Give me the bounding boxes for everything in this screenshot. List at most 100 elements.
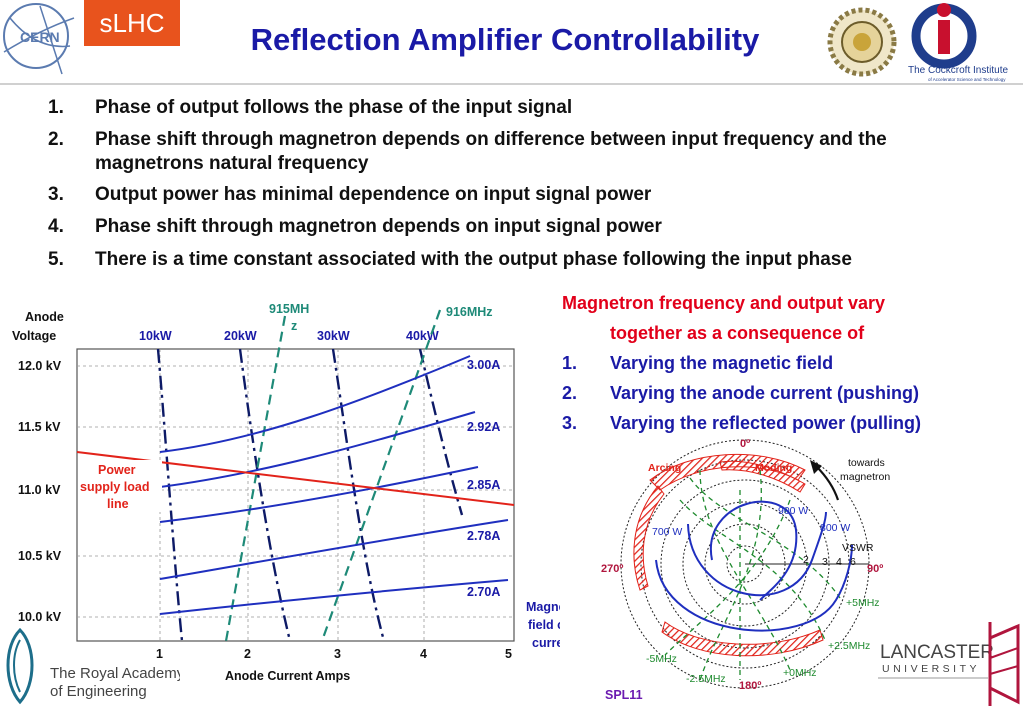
- freq-m5-label: -5MHz: [646, 653, 677, 665]
- header-divider: [0, 83, 1023, 85]
- power-label-30kw: 30kW: [317, 329, 350, 343]
- towards-label-line2: magnetron: [840, 471, 890, 483]
- arcing-region-left: [633, 485, 665, 591]
- power-label-40kw: 40kW: [406, 329, 439, 343]
- bottom-hatched-region: [661, 621, 824, 657]
- rieke-diagram: 0º 90º 180º 270º Arcing Moding towards m…: [601, 438, 890, 702]
- field-curve-285: [159, 466, 479, 523]
- moding-label: Moding: [755, 462, 792, 474]
- vswr-label: VSWR: [842, 542, 874, 554]
- power-700w-label: 700 W: [652, 526, 682, 538]
- field-curve-292: [159, 411, 476, 488]
- moding-region: [719, 460, 806, 493]
- vswr-tick: 4: [836, 556, 842, 568]
- right-item-text: Varying the magnetic field: [610, 353, 834, 373]
- angle-left: 270º: [601, 563, 623, 575]
- performance-chart: Anode Voltage 12.0 kV 11.5 kV 11.0 kV 10…: [12, 302, 560, 683]
- field-label-292: 2.92A: [467, 420, 500, 434]
- right-item-text: Varying the anode current (pushing): [610, 383, 920, 403]
- field-label-285: 2.85A: [467, 478, 500, 492]
- list-number: 1.: [48, 97, 64, 118]
- right-item-text: Varying the reflected power (pulling): [610, 413, 922, 433]
- load-line-label-line3: line: [107, 497, 129, 511]
- frequency-lines: [224, 309, 442, 642]
- power-line-20kw: [238, 348, 292, 642]
- x-tick: 1: [156, 647, 163, 661]
- list-text: Output power has minimal dependence on i…: [95, 184, 652, 205]
- angle-top: 0º: [740, 438, 750, 450]
- arcing-label: Arcing: [648, 462, 681, 474]
- x-tick: 4: [420, 647, 427, 661]
- power-label-10kw: 10kW: [139, 329, 172, 343]
- lancaster-bottom: UNIVERSITY: [882, 663, 980, 675]
- royal-academy-logo: The Royal Academy of Engineering: [6, 627, 180, 705]
- cern-logo-text: CERN: [20, 29, 60, 45]
- field-label-270: 2.70A: [467, 585, 500, 599]
- load-line-label-bg: [78, 460, 162, 512]
- cockcroft-subtitle: of Accelerator Science and Technology: [928, 77, 1006, 82]
- power-label-20kw: 20kW: [224, 329, 257, 343]
- freq-label-915-line1: 915MH: [269, 302, 309, 316]
- cockcroft-logo: The Cockcroft Institute of Accelerator S…: [908, 3, 1008, 82]
- x-tick: 2: [244, 647, 251, 661]
- right-item-number: 2.: [562, 383, 578, 403]
- list-number: 3.: [48, 184, 64, 205]
- institute-seal-icon: [827, 7, 897, 77]
- reference-label: SPL11: [605, 688, 643, 702]
- right-item-number: 1.: [562, 353, 578, 373]
- list-number: 2.: [48, 129, 64, 150]
- power-line-40kw: [418, 348, 464, 516]
- y-tick: 10.5 kV: [18, 549, 62, 563]
- y-tick: 11.0 kV: [18, 483, 61, 497]
- cockcroft-name: The Cockcroft Institute: [908, 65, 1008, 76]
- freq-m25-label: -2.5MHz: [686, 673, 726, 685]
- list-number: 4.: [48, 216, 64, 237]
- contour-900w: [709, 500, 798, 601]
- royal-academy-line2: of Engineering: [50, 683, 147, 700]
- freq-0-label: +0MHz: [783, 667, 817, 679]
- plot-frame: [76, 348, 515, 642]
- field-caption-line3: current: [532, 636, 560, 650]
- field-curves: [159, 355, 509, 615]
- x-axis-label: Anode Current Amps: [225, 669, 350, 683]
- freq-p5-label: +5MHz: [846, 597, 880, 609]
- field-curve-278: [159, 519, 509, 580]
- power-900w-label: 900 W: [778, 505, 808, 517]
- contour-700w: [655, 544, 853, 632]
- field-curve-270: [159, 579, 509, 615]
- rieke-power-contours: [655, 500, 853, 632]
- lancaster-logo: LANCASTER UNIVERSITY: [878, 622, 1020, 706]
- contour-800w: [687, 511, 827, 597]
- load-line-label-line1: Power: [98, 463, 136, 477]
- freq-label-916: 916MHz: [446, 305, 493, 319]
- x-tick: 3: [334, 647, 341, 661]
- arcing-region: [649, 453, 806, 491]
- arrow-head-icon: [810, 460, 822, 474]
- slhc-badge: sLHC: [84, 0, 180, 46]
- towards-label-line1: towards: [848, 457, 885, 469]
- list-number: 5.: [48, 249, 64, 270]
- field-curve-300: [159, 355, 471, 453]
- y-axis-label-line2: Voltage: [12, 329, 56, 343]
- freq-p25-label: +2.5MHz: [828, 640, 870, 652]
- load-line-label-line2: supply load: [80, 480, 149, 494]
- list-text: There is a time constant associated with…: [95, 249, 852, 270]
- rieke-frequency-lines: [664, 469, 841, 681]
- right-heading-line2: together as a consequence of: [610, 323, 865, 343]
- freq-line-915: [224, 315, 287, 642]
- field-label-300: 3.00A: [467, 358, 500, 372]
- y-axis-label-line1: Anode: [25, 310, 64, 324]
- field-label-278: 2.78A: [467, 529, 500, 543]
- power-800w-label: 800 W: [820, 522, 850, 534]
- angle-bottom: 180º: [739, 680, 761, 692]
- list-text: Phase of output follows the phase of the…: [95, 97, 573, 118]
- field-caption-line1: Magnetic: [526, 600, 560, 614]
- y-tick: 11.5 kV: [18, 420, 61, 434]
- list-text: Phase shift through magnetron depends on…: [95, 129, 887, 174]
- y-tick: 12.0 kV: [18, 359, 62, 373]
- vswr-tick: 6: [850, 556, 856, 568]
- power-line-30kw: [331, 348, 386, 642]
- field-caption-line2: field coil: [528, 618, 560, 632]
- royal-academy-line1: The Royal Academy: [50, 665, 180, 682]
- list-text: Phase shift through magnetron depends on…: [95, 216, 662, 237]
